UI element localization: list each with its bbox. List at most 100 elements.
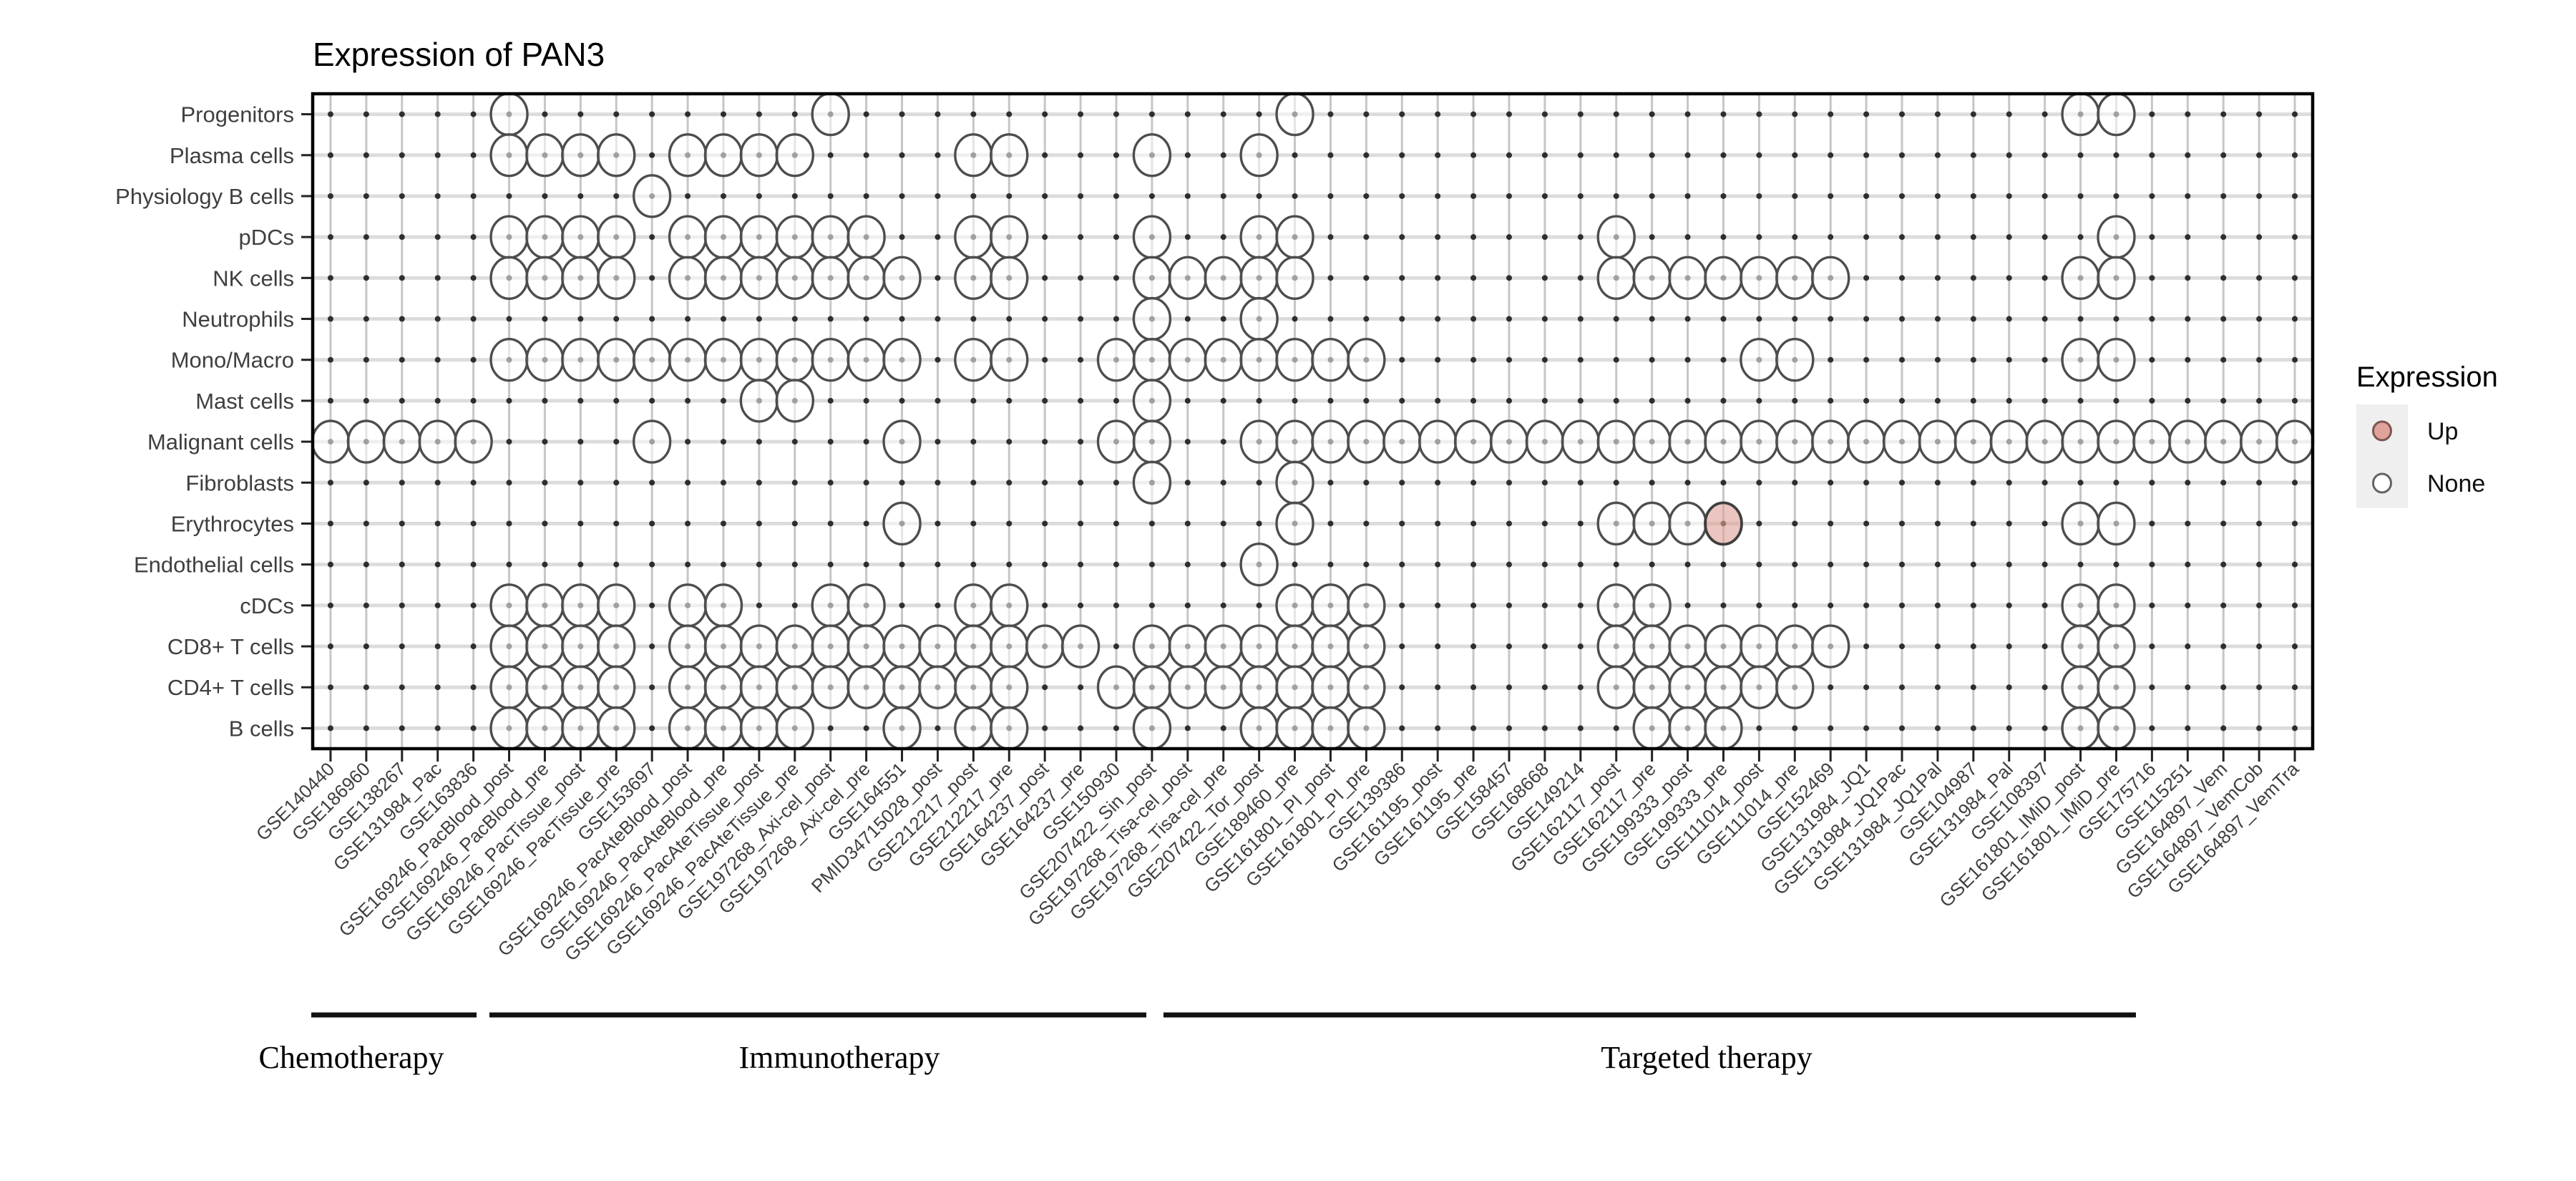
grid-node-dot <box>2220 111 2227 117</box>
expression-dot-none <box>1311 706 1350 751</box>
expression-dot-none <box>739 624 779 669</box>
grid-node-dot <box>1899 152 1906 158</box>
grid-node-dot <box>1863 316 1870 322</box>
grid-node-dot <box>1220 602 1226 608</box>
grid-node-dot <box>470 397 477 404</box>
grid-node-dot <box>1613 152 1619 158</box>
grid-node-dot <box>1327 561 1334 568</box>
expression-dot-none <box>382 419 421 464</box>
plot-panel: Progenitors Plasma cells Physiology B cell… <box>115 92 2315 1075</box>
grid-node-dot <box>1113 643 1119 650</box>
grid-node-dot <box>1577 480 1584 486</box>
grid-node-dot <box>1078 234 1084 240</box>
expression-dot-none <box>1382 419 1422 464</box>
grid-node-dot <box>327 643 333 650</box>
grid-node-dot <box>756 316 762 322</box>
expression-dot-none <box>2061 419 2100 464</box>
grid-node-dot <box>1934 234 1941 240</box>
expression-dot-none <box>1132 133 1172 178</box>
expression-dot-none <box>668 706 708 751</box>
grid-node-dot <box>542 480 548 486</box>
expression-dot-none <box>990 583 1029 628</box>
grid-node-dot <box>506 316 512 322</box>
grid-node-dot <box>399 480 405 486</box>
grid-node-dot <box>1399 602 1405 608</box>
grid-node-dot <box>1970 480 1976 486</box>
grid-node-dot <box>2006 356 2012 363</box>
grid-node-dot <box>1399 397 1405 404</box>
grid-node-dot <box>1470 316 1477 322</box>
grid-node-dot <box>2041 356 2048 363</box>
expression-dot-none <box>918 624 957 669</box>
grid-node-dot <box>1078 316 1084 322</box>
grid-node-dot <box>434 234 441 240</box>
grid-node-dot <box>1506 643 1513 650</box>
grid-node-dot <box>1792 725 1798 732</box>
expression-dot-none <box>847 624 886 669</box>
grid-node-dot <box>1541 520 1548 527</box>
grid-node-dot <box>1042 480 1048 486</box>
grid-node-dot <box>506 480 512 486</box>
grid-node-dot <box>1541 643 1548 650</box>
grid-node-dot <box>1470 602 1477 608</box>
expression-dot-none <box>597 215 636 259</box>
grid-node-dot <box>542 397 548 404</box>
grid-node-dot <box>1863 152 1870 158</box>
grid-node-dot <box>1220 439 1226 445</box>
grid-node-dot <box>756 439 762 445</box>
grid-node-dot <box>1863 275 1870 281</box>
expression-dot-none <box>489 133 529 178</box>
grid-node-dot <box>1828 111 1834 117</box>
grid-node-dot <box>363 152 369 158</box>
grid-node-dot <box>1863 725 1870 732</box>
grid-node-dot <box>1649 356 1655 363</box>
grid-node-dot <box>1970 520 1976 527</box>
grid-node-dot <box>1577 111 1584 117</box>
y-tick-label: Malignant cells <box>147 429 294 455</box>
expression-dot-none <box>1168 256 1208 301</box>
y-tick-label: Plasma cells <box>170 143 294 168</box>
expression-dot-none <box>1239 542 1279 587</box>
grid-node-dot <box>1934 275 1941 281</box>
grid-node-dot <box>1006 520 1013 527</box>
grid-node-dot <box>1863 561 1870 568</box>
expression-dot-none <box>2097 665 2136 709</box>
grid-node-dot <box>1148 602 1155 608</box>
expression-dot-none <box>1596 583 1636 628</box>
grid-node-dot <box>2113 316 2119 322</box>
grid-node-dot <box>2220 193 2227 199</box>
expression-dot-none <box>1204 256 1243 301</box>
grid-node-dot <box>935 602 941 608</box>
expression-dot-none <box>1704 256 1743 301</box>
expression-dot-none <box>739 665 779 709</box>
grid-node-dot <box>899 561 905 568</box>
expression-dot-none <box>990 256 1029 301</box>
grid-node-dot <box>1042 561 1048 568</box>
grid-node-dot <box>827 439 834 445</box>
expression-dot-none <box>1347 706 1386 751</box>
grid-node-dot <box>970 193 977 199</box>
grid-node-dot <box>2006 480 2012 486</box>
grid-node-dot <box>1184 316 1191 322</box>
expression-dot-none <box>2239 419 2279 464</box>
y-tick-label: Physiology B cells <box>115 184 294 209</box>
grid-node-dot <box>1327 152 1334 158</box>
grid-node-dot <box>1470 643 1477 650</box>
grid-node-dot <box>327 111 333 117</box>
grid-node-dot <box>1577 684 1584 691</box>
expression-dot-none <box>1275 501 1314 546</box>
expression-dot-none <box>632 419 672 464</box>
grid-node-dot <box>2256 356 2263 363</box>
grid-node-dot <box>899 193 905 199</box>
grid-node-dot <box>506 561 512 568</box>
expression-dot-none <box>703 256 743 301</box>
expression-dot-none <box>1275 706 1314 751</box>
grid-node-dot <box>1541 684 1548 691</box>
grid-node-dot <box>1756 561 1762 568</box>
expression-dot-none <box>1239 665 1279 709</box>
grid-node-dot <box>470 480 477 486</box>
grid-node-dot <box>1470 397 1477 404</box>
expression-dot-none <box>1775 624 1815 669</box>
grid-node-dot <box>756 111 762 117</box>
expression-dot-none <box>597 338 636 382</box>
